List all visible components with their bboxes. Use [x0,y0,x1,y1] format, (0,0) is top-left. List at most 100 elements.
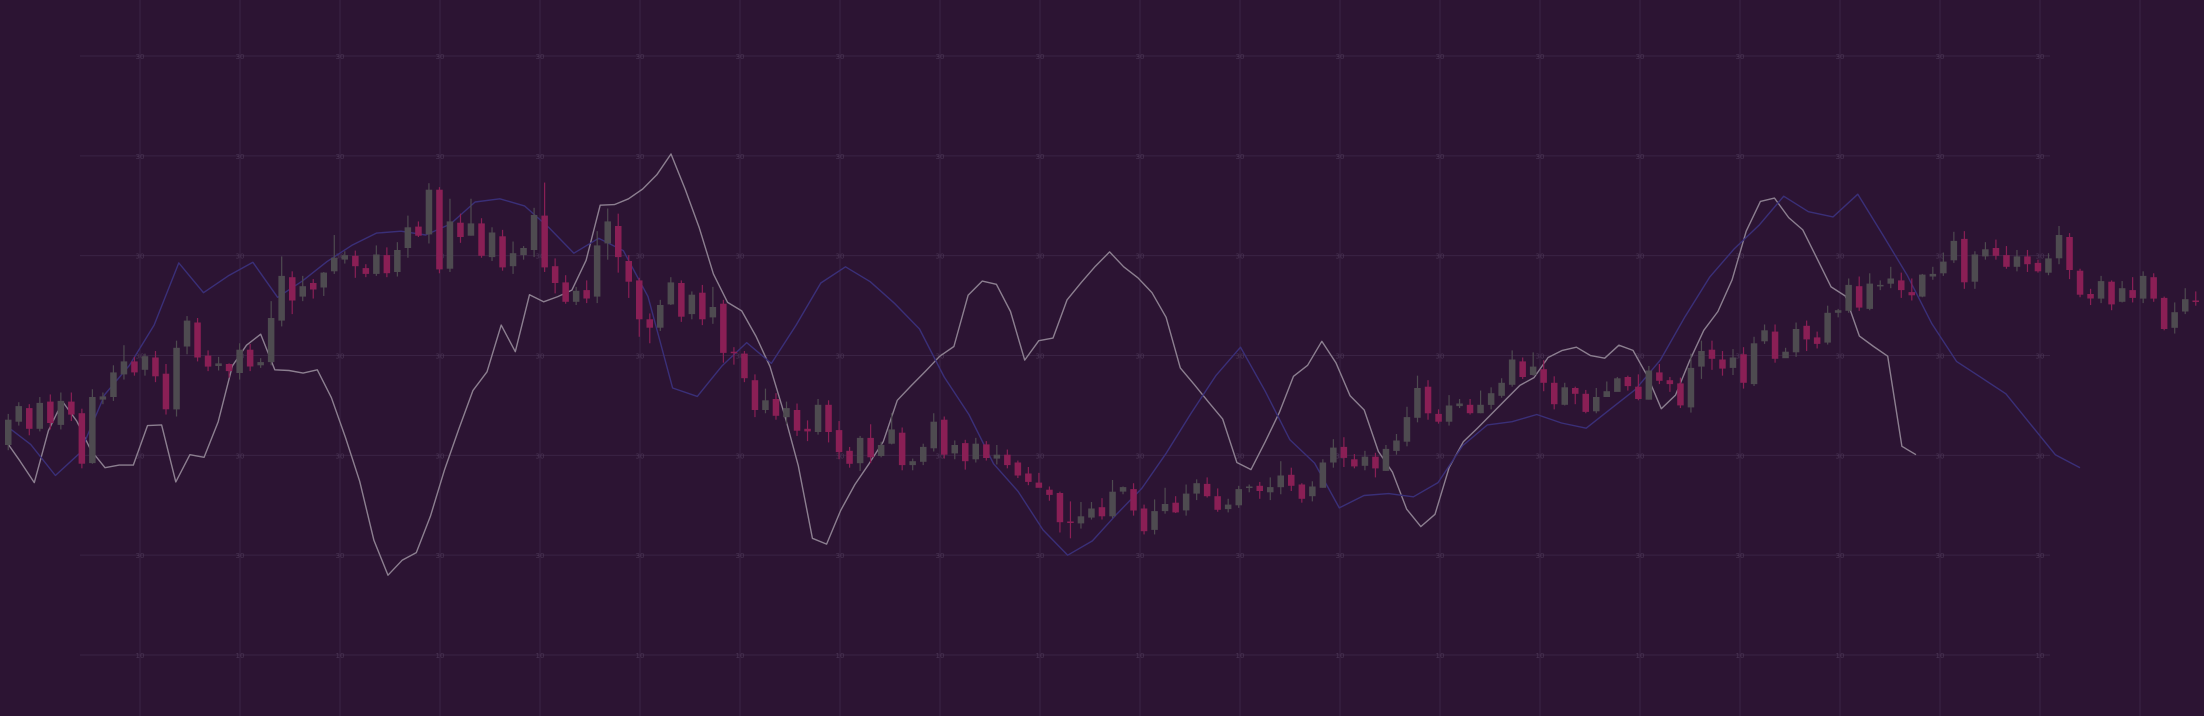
candle [236,343,243,380]
candle-body [877,445,885,456]
candle-body [636,280,643,320]
candle [1813,331,1821,349]
candle-body [1224,504,1232,510]
candle [373,245,380,276]
candle-body [499,236,506,268]
candle-body [1382,448,1390,471]
candle [2055,225,2063,265]
grid-label: 30 [436,53,445,61]
grid-label: 30 [736,552,745,560]
grid-label: 10 [836,652,845,660]
grid-label: 30 [1436,253,1445,261]
grid-label: 30 [636,552,645,560]
grid-label: 30 [1636,452,1645,460]
candle [1256,481,1263,499]
candle [583,280,590,304]
grid-label: 30 [736,153,745,161]
candle [194,317,201,362]
candle-body [972,443,979,460]
candle [1477,390,1484,414]
candle-body [278,275,285,321]
candle [709,286,717,324]
candle [425,183,433,244]
candle [2182,288,2189,315]
candle [762,388,769,414]
grid-label: 30 [1636,53,1645,61]
candle-body [1319,462,1327,488]
grid-label: 30 [1736,452,1745,460]
candle-body [1067,521,1074,523]
candle-body [1046,489,1053,495]
candle-body [478,223,485,256]
candle-body [551,266,559,283]
grid-label: 30 [236,452,245,460]
grid-label: 30 [1836,153,1845,161]
candle-body [1014,462,1022,476]
candle [36,397,43,432]
grid-label: 30 [136,552,145,560]
grid-label: 30 [836,353,845,361]
candle [1982,242,1989,260]
candle [436,187,443,274]
candle-body [846,450,853,464]
candle [1298,483,1306,503]
candle [962,439,969,470]
grid-label: 30 [336,153,345,161]
candle-body [1698,351,1705,367]
grid-label: 30 [336,452,345,460]
grid-label: 30 [2036,353,2045,361]
candle-body [2087,294,2094,299]
candle-body [404,227,412,248]
candle-body [2024,256,2031,265]
candle-body [341,255,348,260]
candle-body [783,408,790,418]
candle [1624,375,1632,391]
candle [1435,409,1442,424]
candle [909,458,916,471]
candle [930,413,937,452]
candle [1508,350,1516,387]
candle [415,221,422,237]
grid-label: 30 [1836,53,1845,61]
candle-body [1025,473,1032,482]
grid-label: 30 [236,153,245,161]
candle [110,365,117,401]
candle-body [1540,369,1547,383]
candle-body [1477,404,1484,414]
candle-body [615,226,622,258]
candle-body [1813,337,1821,344]
candle-body [215,363,222,366]
grid-label: 10 [236,652,245,660]
candle-body [1992,248,2000,256]
grid-label: 30 [1936,153,1945,161]
candle [2024,249,2031,272]
candle-body [888,429,895,444]
candle [572,286,580,306]
candle [1708,340,1716,370]
candle [310,279,317,299]
grid-label: 30 [1636,153,1645,161]
candle-body [751,380,759,410]
candle [320,271,327,296]
candle-body [1172,502,1179,513]
candle-body [1035,482,1043,488]
grid-label: 30 [1036,153,1045,161]
candle [1140,504,1148,535]
candle [856,435,864,471]
grid-label: 30 [1036,253,1045,261]
candle [825,400,832,443]
grid-label: 30 [736,353,745,361]
candle [1729,349,1737,376]
grid-label: 30 [1236,253,1245,261]
grid-label: 30 [1636,552,1645,560]
candle-body [898,432,906,466]
candle-body [1750,343,1758,385]
candle-body [488,232,496,258]
grid-label: 10 [1636,652,1645,660]
candle [1908,278,1915,301]
grid-label: 30 [636,153,645,161]
grid-label: 30 [1436,452,1445,460]
grid-label: 30 [1136,53,1145,61]
candle [1161,487,1169,514]
candle-body [1740,354,1747,383]
